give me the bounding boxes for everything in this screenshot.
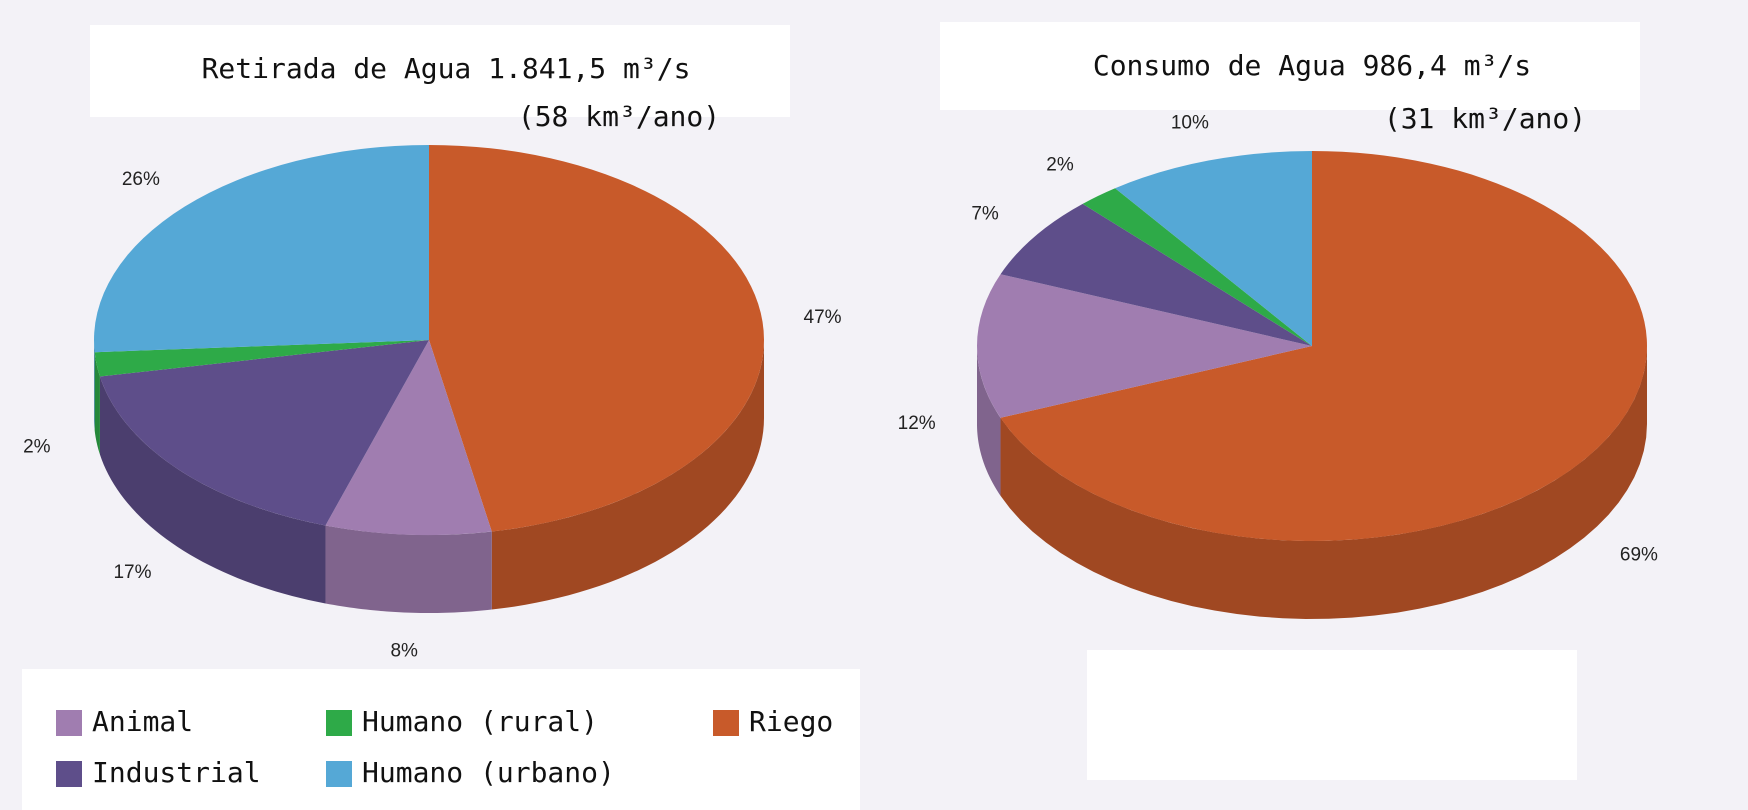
chart-title: Consumo de Agua 986,4 m³/s [1093, 49, 1531, 82]
chart-subtitle: (31 km³/ano) [1384, 102, 1586, 135]
chart-title: Retirada de Agua 1.841,5 m³/s [202, 52, 691, 85]
title-box [940, 22, 1640, 110]
slice [325, 340, 492, 535]
value-label: 69% [1620, 545, 1658, 566]
legend-label: Industrial [92, 756, 261, 789]
value-label: 10% [1171, 112, 1209, 133]
value-label: 17% [113, 562, 151, 583]
legend-label: Riego [749, 705, 833, 738]
chart-subtitle: (58 km³/ano) [518, 100, 720, 133]
value-label: 47% [804, 307, 842, 328]
value-label: 2% [23, 436, 51, 457]
legend-label: Humano (urbano) [362, 756, 615, 789]
slice [94, 340, 430, 377]
slice [977, 274, 1312, 418]
legend-swatch [326, 710, 352, 736]
slice-side [1000, 346, 1647, 619]
slice [94, 145, 429, 353]
slice-side [325, 525, 492, 613]
slice [99, 340, 429, 526]
slice-side [977, 346, 1001, 496]
value-label: 8% [390, 641, 418, 662]
slice [429, 145, 765, 532]
value-label: 26% [122, 169, 160, 190]
slice [1000, 151, 1647, 541]
slice-side [99, 376, 326, 604]
slice [1000, 203, 1312, 346]
slice-side [94, 340, 95, 431]
slice-side [491, 340, 764, 610]
slice-side [94, 352, 100, 455]
legend-label: Animal [92, 705, 193, 738]
title-box [90, 25, 790, 117]
slice [1115, 151, 1312, 346]
value-label: 2% [1046, 155, 1074, 176]
legend-swatch [326, 761, 352, 787]
legend-swatch [56, 710, 82, 736]
legend-swatch [713, 710, 739, 736]
value-label: 12% [898, 413, 936, 434]
legend-label: Humano (rural) [362, 705, 598, 738]
legend-box [22, 669, 860, 810]
blank-box [1087, 650, 1577, 780]
slice [1082, 188, 1312, 346]
legend-swatch [56, 761, 82, 787]
value-label: 7% [971, 203, 999, 224]
